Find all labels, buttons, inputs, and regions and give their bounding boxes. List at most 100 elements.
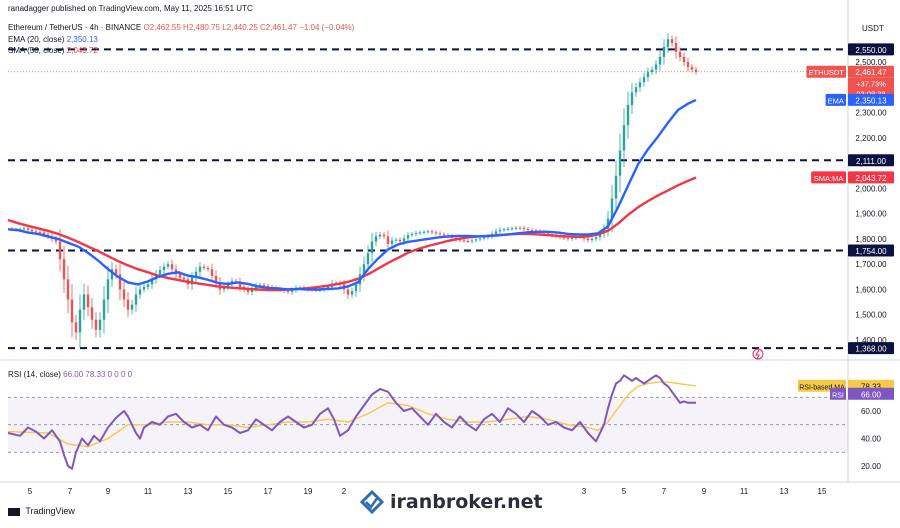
candle-body <box>158 270 162 275</box>
candle <box>642 72 646 87</box>
candle-body <box>206 267 210 270</box>
rsi-line <box>7 374 696 470</box>
candle <box>634 82 638 97</box>
candle <box>686 57 690 72</box>
ema-value-bg <box>848 93 894 106</box>
time-axis-tick: 13 <box>184 487 193 496</box>
candle <box>70 284 74 338</box>
watermark-logo-icon <box>359 489 385 515</box>
candle <box>58 229 62 272</box>
candle-body <box>442 234 446 236</box>
candle-body <box>382 234 386 237</box>
tradingview-footer[interactable]: TradingView <box>8 506 75 516</box>
candle-body <box>258 284 262 286</box>
candle-body <box>362 264 366 275</box>
candle-body <box>214 275 218 283</box>
candle <box>362 256 366 282</box>
candle-body <box>74 322 78 333</box>
candle-body <box>690 67 694 70</box>
candle <box>66 265 70 314</box>
rsi-axis-tick: 60.00 <box>861 407 882 416</box>
candle-body <box>138 289 142 295</box>
candle-body <box>438 233 442 235</box>
candle <box>90 298 94 329</box>
ema-value: 2,350.13 <box>66 35 98 44</box>
candle <box>590 236 594 243</box>
candle-body <box>114 269 118 275</box>
ema-line <box>7 98 697 291</box>
candle-body <box>390 240 394 244</box>
candle <box>250 285 254 296</box>
candle-body <box>526 229 530 231</box>
candle <box>638 77 642 92</box>
ema-label-bg <box>825 93 846 106</box>
candle <box>102 285 106 334</box>
candle-body <box>246 289 250 292</box>
currency-label[interactable]: USDT <box>862 24 884 33</box>
candle-body <box>366 253 370 265</box>
level-tag: 1,368.00 <box>848 342 894 355</box>
price-axis-tick: 1,800.00 <box>855 235 887 244</box>
candle-body <box>78 309 82 333</box>
candle-body <box>514 227 518 229</box>
candle-body <box>594 237 598 239</box>
candle <box>138 284 142 300</box>
price-series <box>7 33 698 348</box>
sma-legend: SMA (50, close) 2,043.72 <box>8 46 98 55</box>
candle-body <box>262 284 266 286</box>
time-axis-tick: 11 <box>740 487 749 496</box>
price-tags: 2,550.00 2,111.00 1,754.00 1,368.00 ETHUSDT 2… <box>752 43 894 400</box>
alert-icon-bolt <box>755 349 760 360</box>
level-tag-bg <box>848 43 894 56</box>
candle <box>142 283 146 293</box>
candle <box>170 259 174 274</box>
horizontal-levels <box>8 48 848 350</box>
candle-body <box>430 231 434 233</box>
time-axis-tick: 11 <box>144 487 153 496</box>
candle <box>110 261 114 287</box>
time-axis-tick: 9 <box>106 487 111 496</box>
candle <box>82 283 86 321</box>
level-tag: 2,550.00 <box>848 43 894 56</box>
candle <box>618 133 622 193</box>
candle <box>682 52 686 67</box>
candle <box>610 184 614 233</box>
candle <box>390 237 394 248</box>
time-axis-tick: 19 <box>304 487 313 496</box>
ema-legend: EMA (20, close) 2,350.13 <box>8 35 98 44</box>
time-axis-tick: 7 <box>68 487 73 496</box>
candle <box>118 263 122 301</box>
candle <box>466 239 470 244</box>
candle-body <box>266 285 270 287</box>
candle-body <box>250 288 254 292</box>
sma-label: SMA (50, close) <box>8 46 65 55</box>
price-axis-tick: 2,200.00 <box>855 134 887 143</box>
candle-body <box>26 228 30 230</box>
candle <box>190 272 194 290</box>
candle-body <box>466 240 470 242</box>
candle-body <box>54 238 58 242</box>
candle <box>522 225 526 232</box>
candle <box>410 231 414 238</box>
candle <box>162 263 166 274</box>
price-axis-tick: 1,600.00 <box>855 285 887 294</box>
candle-body <box>694 69 698 72</box>
candle-body <box>614 175 618 199</box>
candle-body <box>398 239 402 242</box>
candle <box>690 64 694 73</box>
candle <box>62 245 66 293</box>
candle <box>470 238 474 244</box>
candle-body <box>90 307 94 320</box>
time-axis-tick: 2 <box>342 487 347 496</box>
candle <box>654 59 658 75</box>
level-tag-text: 1,368.00 <box>855 345 887 354</box>
candle-body <box>130 304 134 310</box>
candle-body <box>198 266 202 272</box>
candle-body <box>458 239 462 241</box>
last-price-value: 2,461.47 <box>855 68 887 77</box>
candle <box>666 33 670 53</box>
candle-body <box>502 229 506 231</box>
candle-body <box>102 299 106 320</box>
candle-body <box>406 235 410 239</box>
